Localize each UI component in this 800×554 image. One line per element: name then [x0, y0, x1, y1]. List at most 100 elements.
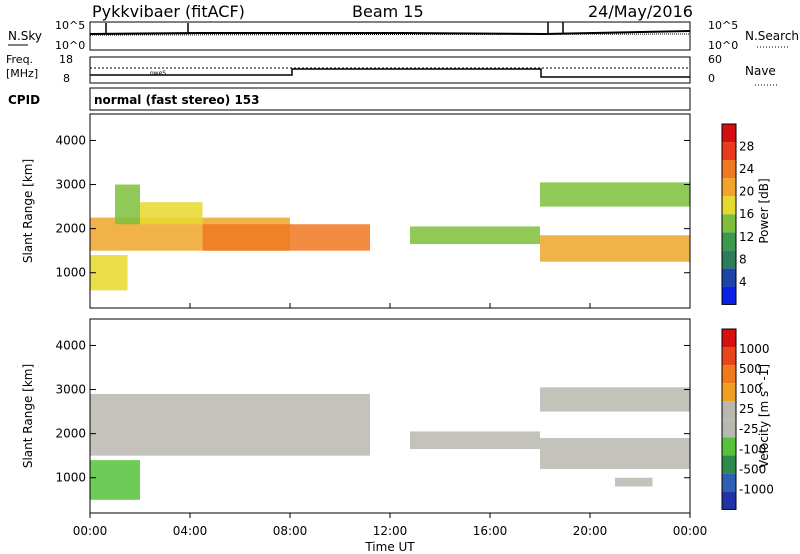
- power-y-label: Slant Range [km]: [21, 159, 35, 263]
- y-tick-label: 1000: [55, 471, 86, 485]
- x-tick-label: 08:00: [273, 524, 308, 538]
- colorbar-swatch: [722, 383, 736, 402]
- nsky-panel-frame: [89, 21, 691, 51]
- freq-panel-frame: [89, 56, 691, 84]
- x-tick-label: 04:00: [173, 524, 208, 538]
- y-tick-label: 4000: [55, 338, 86, 352]
- scatter-band: [540, 182, 690, 207]
- colorbar-tick-label: -100: [739, 442, 766, 456]
- scatter-band: [410, 226, 540, 245]
- colorbar-tick-label: 16: [739, 207, 754, 221]
- colorbar-tick-label: 28: [739, 140, 754, 154]
- scatter-band: [410, 431, 540, 450]
- colorbar-tick-label: 100: [739, 382, 762, 396]
- colorbar-tick-label: -500: [739, 462, 766, 476]
- velocity-colorbar: 1000 500 100 25 -25 -100 -500 -1000: [721, 328, 774, 510]
- date-title: 24/May/2016: [588, 2, 693, 21]
- colorbar-tick-label: 8: [739, 252, 747, 266]
- power-plot: [90, 182, 690, 291]
- colorbar-swatch: [722, 365, 736, 384]
- colorbar-swatch: [722, 401, 736, 420]
- colorbar-swatch: [722, 196, 736, 215]
- colorbar-tick-label: 4: [739, 275, 747, 289]
- y-tick-label: 3000: [55, 178, 86, 192]
- x-axis: 00:00 04:00 08:00 12:00 16:00 20:00 00:00: [73, 303, 708, 538]
- colorbar-swatch: [722, 419, 736, 438]
- colorbar-swatch: [722, 160, 736, 179]
- nsky-tick-bottom: 10^0: [55, 39, 85, 52]
- colorbar-swatch: [722, 214, 736, 233]
- x-tick-label: 20:00: [573, 524, 608, 538]
- nsky-label: N.Sky: [8, 29, 42, 43]
- nsky-tick-top: 10^5: [55, 19, 85, 32]
- x-tick-label: 12:00: [373, 524, 408, 538]
- colorbar-tick-label: 24: [739, 162, 754, 176]
- scatter-band: [540, 438, 690, 469]
- power-colorbar: 28 24 20 16 12 8 4: [721, 123, 754, 305]
- colorbar-tick-label: 1000: [739, 342, 770, 356]
- nave-label: Nave: [745, 64, 776, 78]
- nave-trace: [90, 68, 690, 78]
- colorbar-swatch: [722, 455, 736, 474]
- nsky-trace: [89, 30, 691, 36]
- colorbar-frame: [721, 328, 737, 510]
- power-colorbar-label: Power [dB]: [757, 178, 771, 243]
- colorbar-tick-label: 500: [739, 362, 762, 376]
- beam-title: Beam 15: [352, 2, 424, 21]
- colorbar-swatch: [722, 250, 736, 269]
- y-tick-label: 2000: [55, 222, 86, 236]
- colorbar-swatch: [722, 329, 736, 348]
- colorbar-tick-label: -1000: [739, 482, 774, 496]
- colorbar-swatch: [722, 473, 736, 492]
- y-tick-label: 4000: [55, 133, 86, 147]
- power-y-ticks: 4000 3000 2000 1000: [55, 133, 690, 280]
- scatter-band: [615, 477, 653, 487]
- colorbar-swatch: [722, 268, 736, 287]
- x-tick-label: 16:00: [473, 524, 508, 538]
- station-title: Pykkvibaer (fitACF): [92, 2, 245, 21]
- scatter-band: [115, 184, 140, 225]
- colorbar-tick-label: 12: [739, 230, 754, 244]
- colorbar-swatch: [722, 437, 736, 456]
- freq-tick-top: 18: [59, 53, 73, 66]
- x-tick-label: 00:00: [673, 524, 708, 538]
- colorbar-swatch: [722, 491, 736, 510]
- nsearch-label: N.Search: [745, 29, 799, 43]
- freq-unit: [MHz]: [6, 67, 38, 80]
- cpid-label: CPID: [8, 93, 40, 107]
- y-tick-label: 1000: [55, 266, 86, 280]
- colorbar-swatch: [722, 178, 736, 197]
- velocity-y-ticks: 4000 3000 2000 1000: [55, 338, 690, 485]
- scatter-band: [202, 224, 370, 251]
- colorbar-tick-label: -25: [739, 422, 759, 436]
- cpid-panel-frame: [89, 87, 691, 111]
- colorbar-swatch: [722, 347, 736, 366]
- y-tick-label: 3000: [55, 383, 86, 397]
- velocity-y-label: Slant Range [km]: [21, 364, 35, 468]
- nave-tick-bottom: 0: [708, 72, 715, 85]
- scatter-band: [90, 255, 128, 291]
- nsearch-tick-top: 10^5: [708, 19, 738, 32]
- nsearch-trace: [89, 33, 691, 36]
- nave-tick-top: 60: [708, 53, 722, 66]
- scatter-band: [540, 387, 690, 412]
- x-tick-label: 00:00: [73, 524, 108, 538]
- scatter-band: [90, 393, 370, 456]
- y-tick-label: 2000: [55, 427, 86, 441]
- colorbar-frame: [721, 123, 737, 305]
- cpid-mode: normal (fast stereo) 153: [94, 93, 260, 107]
- colorbar-tick-label: 25: [739, 402, 754, 416]
- velocity-colorbar-label: Velocity [m s^-1]: [757, 364, 771, 468]
- freq-marker: oweS: [150, 70, 166, 77]
- scatter-band: [90, 460, 140, 500]
- colorbar-tick-label: 20: [739, 185, 754, 199]
- colorbar-swatch: [722, 124, 736, 143]
- colorbar-swatch: [722, 142, 736, 161]
- freq-tick-bottom: 8: [63, 72, 70, 85]
- nsearch-tick-bottom: 10^0: [708, 39, 738, 52]
- x-axis-label: Time UT: [364, 540, 415, 554]
- scatter-band: [540, 235, 690, 262]
- freq-label: Freq.: [6, 53, 33, 66]
- colorbar-swatch: [722, 286, 736, 305]
